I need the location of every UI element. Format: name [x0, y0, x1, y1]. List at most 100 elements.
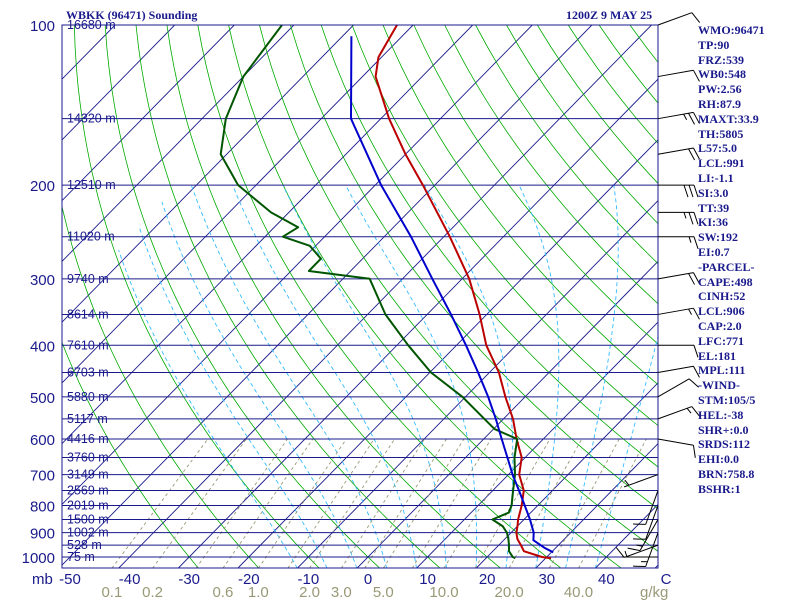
temperature-tick-label: -30	[178, 571, 200, 588]
isotherm-line	[62, 25, 533, 506]
moist-adiabat-line	[282, 184, 447, 568]
dewpoint-profile-line	[219, 25, 519, 560]
wind-barb	[657, 365, 700, 378]
mixing-ratio-line	[152, 438, 247, 568]
wind-barb-flag	[688, 148, 695, 161]
wind-barb-staff	[624, 544, 659, 558]
isotherm-line	[0, 25, 55, 568]
wind-barb-flag	[627, 547, 641, 552]
index-value: LI:-1.1	[698, 170, 734, 185]
moist-adiabat-line	[345, 184, 478, 568]
wind-barb-staff	[657, 307, 694, 315]
index-value: WB0:548	[698, 67, 746, 82]
index-value: FRZ:539	[698, 52, 744, 67]
index-value: HEL:-38	[698, 407, 744, 422]
wind-barb	[658, 236, 699, 249]
mixing-ratio-line	[578, 438, 647, 568]
height-label: 1500 m	[67, 512, 109, 526]
wind-barb-staff	[657, 438, 694, 446]
index-value: SHR+:0.0	[698, 422, 749, 437]
parcel-profile-line	[350, 36, 554, 554]
moist-adiabat-line	[518, 184, 560, 568]
wind-barb	[633, 532, 659, 567]
dry-adiabat-line	[104, 25, 381, 568]
mixing-ratio-tick-label: 3.0	[331, 584, 352, 600]
height-label: 12510 m	[67, 178, 116, 192]
moist-adiabat-line	[424, 184, 514, 568]
wind-barb	[657, 147, 700, 161]
wind-barb-flag	[688, 378, 699, 388]
wind-barb-staff	[657, 12, 692, 26]
mixing-ratio-unit-label: g/kg	[640, 584, 668, 600]
mixing-ratio-line	[340, 438, 425, 568]
index-value: LFC:771	[698, 333, 744, 348]
moist-adiabat-line	[161, 201, 358, 568]
isotherm-line	[118, 25, 652, 568]
wind-barb-flag	[693, 345, 699, 358]
wind-barb-half-flag	[686, 407, 692, 414]
pressure-tick-label: 100	[30, 18, 55, 35]
mixing-ratio-line	[257, 438, 347, 568]
wind-barb-flag	[615, 547, 625, 558]
index-value: MAXT:33.9	[698, 111, 759, 126]
mixing-ratio-tick-label: 0.6	[212, 584, 233, 600]
height-label: 1002 m	[67, 526, 109, 540]
dry-adiabat-line	[62, 204, 260, 568]
index-value: TT:39	[698, 200, 730, 215]
plot-frame	[61, 24, 659, 569]
wind-barb-flag	[688, 113, 695, 125]
wind-barb-staff	[657, 111, 694, 120]
wind-barb	[657, 69, 700, 82]
temperature-tick-label: 10	[419, 571, 436, 588]
isotherm-line	[62, 25, 176, 141]
wind-barb	[657, 406, 701, 420]
index-value: L57:5.0	[698, 141, 737, 156]
wind-barb	[615, 544, 659, 558]
height-label: 2569 m	[67, 484, 109, 498]
index-value: CINH:52	[698, 289, 746, 304]
isotherm-line	[62, 25, 354, 323]
wind-barb	[658, 211, 699, 225]
pressure-unit-label: mb	[32, 571, 53, 588]
wind-barb-flag	[693, 112, 700, 124]
index-value: WMO:96471	[698, 23, 765, 37]
wind-barb-staff	[645, 532, 659, 567]
wind-barb-flag	[693, 147, 700, 160]
wind-barb-half-flag	[688, 308, 692, 315]
wind-barb-staff	[645, 505, 659, 540]
wind-barb	[658, 184, 699, 198]
pressure-tick-label: 400	[30, 338, 55, 355]
height-label: 7610 m	[67, 338, 109, 352]
wind-barb-half-flag	[636, 544, 643, 547]
wind-barb	[633, 505, 659, 540]
index-value: RH:87.9	[698, 96, 741, 111]
wind-barb-staff	[657, 365, 694, 374]
height-label: 5880 m	[67, 390, 109, 404]
wind-barb-half-flag	[624, 550, 628, 558]
pressure-tick-label: 500	[30, 390, 55, 407]
wind-barb-half-flag	[624, 479, 630, 486]
pressure-tick-label: 300	[30, 272, 55, 289]
isotherm-line	[416, 321, 658, 568]
index-value: CAPE:498	[698, 274, 753, 289]
pressure-tick-label: 700	[30, 468, 55, 485]
height-label: 2019 m	[67, 498, 109, 512]
wind-barb	[627, 519, 659, 552]
station-title: WBKK (96471) Sounding	[66, 8, 198, 22]
temperature-tick-label: 40	[598, 571, 615, 588]
wind-barb-flag	[693, 272, 700, 284]
mixing-ratio-tick-label: 2.0	[299, 584, 320, 600]
height-label: 3149 m	[67, 468, 109, 482]
wind-barb-flag	[691, 406, 701, 417]
wind-barb-flag	[693, 366, 700, 378]
index-value: EL:181	[698, 348, 737, 363]
mixing-ratio-tick-label: 0.1	[101, 584, 122, 600]
wind-barb-half-flag	[683, 113, 688, 120]
isotherm-line	[535, 443, 658, 568]
temperature-tick-label: C	[661, 571, 672, 588]
wind-barb-flag	[693, 307, 700, 320]
height-label: 9740 m	[67, 272, 109, 286]
temperature-tick-label: -50	[59, 571, 81, 588]
index-value: TH:5805	[698, 126, 744, 141]
mixing-ratio-tick-label: 40.0	[564, 584, 593, 600]
